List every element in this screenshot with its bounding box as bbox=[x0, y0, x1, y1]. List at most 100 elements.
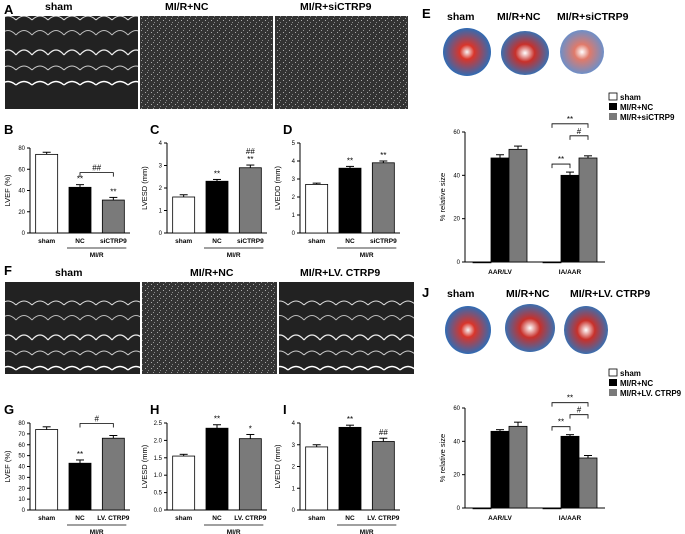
svg-text:MI/R+LV. CTRP9: MI/R+LV. CTRP9 bbox=[620, 389, 682, 398]
heart-stain-sictrp9 bbox=[560, 30, 604, 74]
chart-i-sig-2-0: ## bbox=[379, 428, 388, 437]
chart-i-category-0: sham bbox=[308, 515, 325, 522]
chart-g-ytick-label-3: 30 bbox=[18, 475, 25, 481]
chart-b-ytick-label-0: 0 bbox=[22, 231, 26, 237]
echo-image-sham bbox=[5, 16, 138, 109]
chart-j-ytick-label-1: 20 bbox=[453, 473, 460, 479]
chart-c-group-label: MI/R bbox=[227, 252, 241, 259]
chart-e-category-1: IA/AAR bbox=[559, 269, 582, 276]
chart-c-category-0: sham bbox=[175, 238, 192, 245]
chart-d-bar-2 bbox=[371, 162, 395, 234]
chart-h-bar-2 bbox=[238, 438, 262, 511]
chart-b-bar-1 bbox=[68, 186, 92, 234]
legend-top: sham MI/R+NC MI/R+siCTRP9 bbox=[608, 92, 675, 122]
chart-j-bracket-label-0: ** bbox=[558, 418, 564, 427]
chart-e-bracket-label-1: # bbox=[577, 127, 582, 136]
chart-e-bar-2-1 bbox=[578, 157, 598, 263]
stain-j-header-treat: MI/R+LV. CTRP9 bbox=[570, 288, 650, 300]
chart-j-bar-0-0 bbox=[472, 507, 492, 510]
chart-b-bar-2 bbox=[101, 199, 125, 234]
chart-b-sig-2-0: ** bbox=[110, 187, 116, 196]
chart-e-bracket-2 bbox=[551, 123, 589, 128]
panel-label-f: F bbox=[4, 263, 12, 278]
chart-h-sig-1-0: ** bbox=[214, 415, 220, 424]
chart-d-ytick-label-2: 2 bbox=[292, 195, 296, 201]
svg-text:sham: sham bbox=[620, 369, 641, 378]
svg-text:MI/R+siCTRP9: MI/R+siCTRP9 bbox=[620, 113, 675, 122]
chart-e-ytick-label-1: 20 bbox=[453, 217, 460, 223]
chart-g-bracket-label-0: # bbox=[94, 415, 99, 424]
chart-i-ytick-label-2: 2 bbox=[292, 465, 296, 471]
chart-i-sig-1-0: ** bbox=[347, 415, 353, 424]
chart-j-bar-2-0 bbox=[508, 425, 528, 509]
chart-b-ytick-label-1: 20 bbox=[18, 210, 25, 216]
chart-e-bar-0-0 bbox=[472, 261, 492, 264]
chart-e-bar-1-1 bbox=[560, 174, 580, 263]
chart-e-ytick-label-2: 40 bbox=[453, 173, 460, 179]
chart-j-category-0: AAR/LV bbox=[488, 515, 512, 522]
chart-b-ytick-label-3: 60 bbox=[18, 167, 25, 173]
chart-b-ytick-label-4: 80 bbox=[18, 146, 25, 152]
chart-h-category-0: sham bbox=[175, 515, 192, 522]
chart-d-bar-1 bbox=[338, 167, 362, 234]
chart-g-category-2: LV. CTRP9 bbox=[97, 515, 130, 522]
chart-g-ytick-label-2: 20 bbox=[18, 486, 25, 492]
chart-b-category-2: siCTRP9 bbox=[100, 238, 127, 245]
chart-c-sig-2-0: ## bbox=[246, 147, 255, 156]
stain-j-header-nc: MI/R+NC bbox=[506, 288, 550, 300]
chart-h-ylabel: LVESD (mm) bbox=[140, 444, 149, 488]
chart-g-ytick-label-7: 70 bbox=[18, 432, 25, 438]
chart-i-bar-2 bbox=[371, 441, 395, 511]
chart-j-bracket-2 bbox=[551, 402, 589, 407]
chart-h-ytick-label-1: 0.5 bbox=[154, 491, 163, 497]
chart-c-ytick-label-4: 4 bbox=[159, 141, 163, 147]
chart-c-ytick-label-3: 3 bbox=[159, 164, 163, 170]
chart-c-ytick-label-1: 1 bbox=[159, 209, 163, 215]
stain-j-header-sham: sham bbox=[447, 288, 474, 300]
chart-b-ytick-label-2: 40 bbox=[18, 189, 25, 195]
chart-d-ytick-label-5: 5 bbox=[292, 141, 296, 147]
chart-e-bar-1-0 bbox=[490, 157, 510, 263]
stain-e-header-nc: MI/R+NC bbox=[497, 11, 541, 23]
chart-d-category-1: NC bbox=[345, 238, 355, 245]
chart-j-bar-0-1 bbox=[542, 507, 562, 510]
chart-b-bracket-0 bbox=[79, 172, 114, 177]
chart-b-category-0: sham bbox=[38, 238, 55, 245]
chart-b-group-label: MI/R bbox=[90, 252, 104, 259]
chart-j-ytick-label-3: 60 bbox=[453, 406, 460, 412]
echo-f-header-nc: MI/R+NC bbox=[190, 267, 234, 279]
chart-e-category-0: AAR/LV bbox=[488, 269, 512, 276]
stain-e-header-treat: MI/R+siCTRP9 bbox=[557, 11, 629, 23]
chart-g-bar-1 bbox=[68, 462, 92, 511]
chart-j-bracket-label-2: ** bbox=[567, 394, 573, 403]
chart-i-ytick-label-3: 3 bbox=[292, 443, 296, 449]
chart-g-ytick-label-8: 80 bbox=[18, 421, 25, 427]
chart-c-sig-1-0: ** bbox=[214, 169, 220, 178]
panel-label-g: G bbox=[4, 402, 14, 417]
chart-c-bar-0 bbox=[172, 196, 196, 234]
echo-image-nc-f bbox=[142, 282, 277, 374]
chart-e-ytick-label-0: 0 bbox=[457, 260, 461, 266]
chart-e-bracket-0 bbox=[551, 163, 571, 169]
chart-j-ytick-label-2: 40 bbox=[453, 439, 460, 445]
chart-c-sig-2-1: ** bbox=[247, 155, 253, 164]
chart-b-category-1: NC bbox=[75, 238, 85, 245]
chart-j-ylabel: % relative size bbox=[438, 434, 447, 482]
chart-d-sig-2-0: ** bbox=[380, 151, 386, 160]
chart-g-ytick-label-5: 50 bbox=[18, 454, 25, 460]
panel-label-e: E bbox=[422, 6, 431, 21]
chart-d-category-0: sham bbox=[308, 238, 325, 245]
echo-a-header-treat: MI/R+siCTRP9 bbox=[300, 1, 372, 13]
heart-stain-sham bbox=[443, 28, 491, 76]
chart-c-ytick-label-0: 0 bbox=[159, 231, 163, 237]
chart-i-ytick-label-4: 4 bbox=[292, 421, 296, 427]
chart-h-ytick-label-5: 2.5 bbox=[154, 421, 163, 427]
chart-e-bracket-label-2: ** bbox=[567, 115, 573, 124]
stain-e-header-sham: sham bbox=[447, 11, 474, 23]
chart-j-bracket-1 bbox=[569, 414, 589, 419]
chart-d-ytick-label-0: 0 bbox=[292, 231, 296, 237]
chart-i-group-label: MI/R bbox=[360, 529, 374, 534]
chart-h-ytick-label-2: 1.0 bbox=[154, 473, 163, 479]
chart-g-ytick-label-4: 40 bbox=[18, 465, 25, 471]
chart-g-ytick-label-0: 0 bbox=[22, 508, 26, 514]
